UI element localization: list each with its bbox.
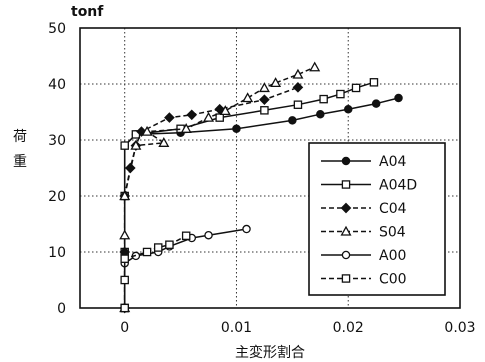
data-point-c04 <box>164 112 175 123</box>
legend-label-s04: S04 <box>379 225 406 241</box>
data-point-s04 <box>141 125 153 136</box>
x-tick-label: 0.03 <box>444 320 475 336</box>
series-c00 <box>120 231 191 313</box>
data-point-a00 <box>242 224 251 234</box>
plot-frame <box>79 27 461 309</box>
data-point-c04 <box>214 103 226 115</box>
series-line-a00 <box>123 228 247 308</box>
data-point-c04 <box>292 82 304 93</box>
data-point-a04 <box>316 109 325 119</box>
data-point-c04 <box>259 94 270 105</box>
labels: tonf 荷 重 主変形割合 <box>13 4 305 361</box>
x-tick-label: 0.01 <box>221 320 252 336</box>
series-layer <box>119 61 403 314</box>
data-point-a04 <box>371 99 381 108</box>
data-point-a04 <box>288 116 297 125</box>
data-point-s04 <box>158 137 170 147</box>
data-point-s04 <box>119 190 131 201</box>
legend-marker-c00 <box>341 274 351 283</box>
x-tick-label: 0.02 <box>333 320 364 336</box>
y-tick-label: 50 <box>48 21 66 37</box>
data-point-a04d <box>260 106 269 115</box>
data-point-a04d <box>319 94 328 104</box>
data-point-a04 <box>232 124 241 134</box>
unit-label: tonf <box>71 4 104 20</box>
legend-label-a04: A04 <box>379 154 406 170</box>
x-axis-label: 主変形割合 <box>235 344 305 361</box>
legend-label-a00: A00 <box>379 248 406 264</box>
legend-marker-a04 <box>341 156 351 166</box>
data-point-c00 <box>165 240 174 249</box>
axes: 0 10 20 30 40 50 0 0.01 0.02 0.03 <box>48 21 475 336</box>
data-point-s04 <box>130 139 142 150</box>
y-tick-label: 0 <box>57 301 66 317</box>
data-point-c04 <box>136 126 147 137</box>
data-point-s04 <box>242 92 254 103</box>
y-axis-label-line2: 重 <box>13 154 27 170</box>
legend-label-a04d: A04D <box>379 178 417 194</box>
y-tick-label: 30 <box>48 133 66 149</box>
data-point-s04 <box>292 68 304 79</box>
data-point-s04 <box>203 111 215 122</box>
data-point-c00 <box>120 303 129 313</box>
series-line-s04 <box>123 66 315 308</box>
legend-marker-c04 <box>340 202 352 214</box>
data-point-s04 <box>270 77 282 88</box>
data-point-a04d <box>336 89 345 99</box>
y-tick-label: 20 <box>48 189 66 205</box>
data-point-s04 <box>180 123 192 133</box>
series-s04 <box>119 61 321 313</box>
y-axis-label-line1: 荷 <box>13 129 27 145</box>
legend-label-c00: C00 <box>379 272 407 288</box>
data-point-a04 <box>343 104 353 114</box>
data-point-a00 <box>204 230 213 240</box>
legend-marker-a04d <box>341 180 351 189</box>
data-point-c00 <box>120 254 129 263</box>
data-point-a04d <box>351 83 361 93</box>
data-point-a04d <box>120 141 129 150</box>
y-tick-label: 10 <box>48 245 66 261</box>
data-point-a04d <box>293 100 303 109</box>
data-point-s04 <box>219 105 231 116</box>
y-tick-label: 40 <box>48 77 66 93</box>
x-tick-label: 0 <box>120 320 129 336</box>
data-point-s04 <box>309 61 321 72</box>
data-point-c00 <box>181 231 191 241</box>
data-point-a04d <box>369 78 379 87</box>
data-point-c00 <box>142 247 152 257</box>
legend-label-c04: C04 <box>379 201 407 217</box>
legend-marker-s04 <box>340 225 352 236</box>
data-point-a04 <box>394 93 403 103</box>
data-point-a04d <box>215 113 224 122</box>
data-point-s04 <box>119 229 131 240</box>
legend: A04 A04D C04 S04 A00 C00 <box>308 142 446 296</box>
data-point-c00 <box>120 275 129 285</box>
data-point-c00 <box>153 243 163 252</box>
data-point-s04 <box>258 82 270 93</box>
legend-marker-a00 <box>341 250 351 260</box>
data-point-c04 <box>186 109 198 121</box>
legend-box <box>308 142 446 296</box>
